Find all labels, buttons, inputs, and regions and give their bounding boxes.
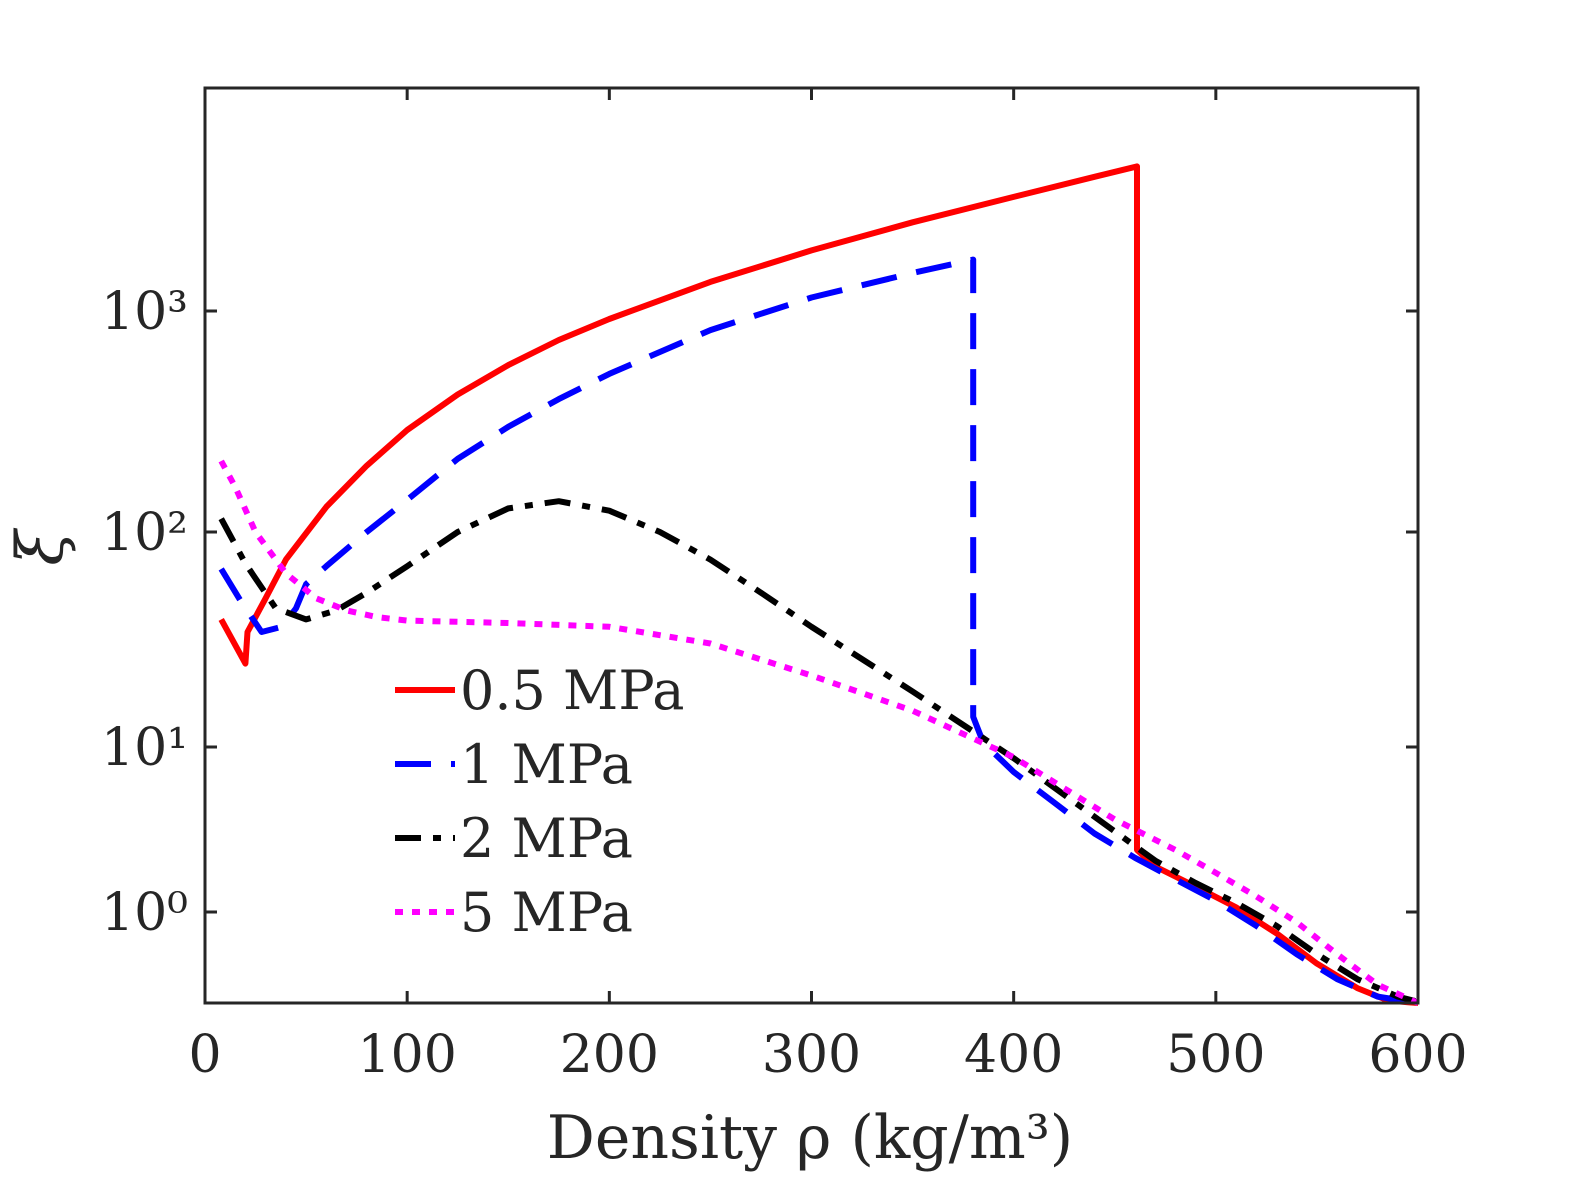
series-line-3 xyxy=(218,459,1420,1006)
legend-label: 0.5 MPa xyxy=(460,659,684,722)
y-tick-label: 10² xyxy=(101,503,188,563)
series-layer xyxy=(218,163,1420,1006)
x-tick-label: 400 xyxy=(964,1025,1063,1085)
y-axis-label: ξ xyxy=(4,528,78,566)
y-tick-label: 10¹ xyxy=(101,718,188,778)
series-line-0 xyxy=(218,163,1419,1006)
legend-label: 5 MPa xyxy=(460,881,633,944)
x-tick-label: 100 xyxy=(358,1025,457,1085)
x-tick-label: 600 xyxy=(1368,1025,1467,1085)
x-tick-label: 500 xyxy=(1166,1025,1265,1085)
y-tick-label: 10⁰ xyxy=(101,883,188,943)
legend: 0.5 MPa 1 MPa 2 MPa 5 MPa xyxy=(395,659,684,944)
x-tick-label: 0 xyxy=(188,1025,221,1085)
y-tick-label: 10³ xyxy=(101,282,188,342)
x-tick-label: 300 xyxy=(762,1025,861,1085)
x-axis-label: Density ρ (kg/m³) xyxy=(547,1103,1073,1173)
series-line-2 xyxy=(218,498,1419,1005)
legend-label: 1 MPa xyxy=(460,733,633,796)
legend-label: 2 MPa xyxy=(460,807,633,870)
axes-layer: 0 100 200 300 400 500 600 10⁰ 10¹ 10² 10³ xyxy=(101,86,1468,1085)
x-tick-label: 200 xyxy=(560,1025,659,1085)
